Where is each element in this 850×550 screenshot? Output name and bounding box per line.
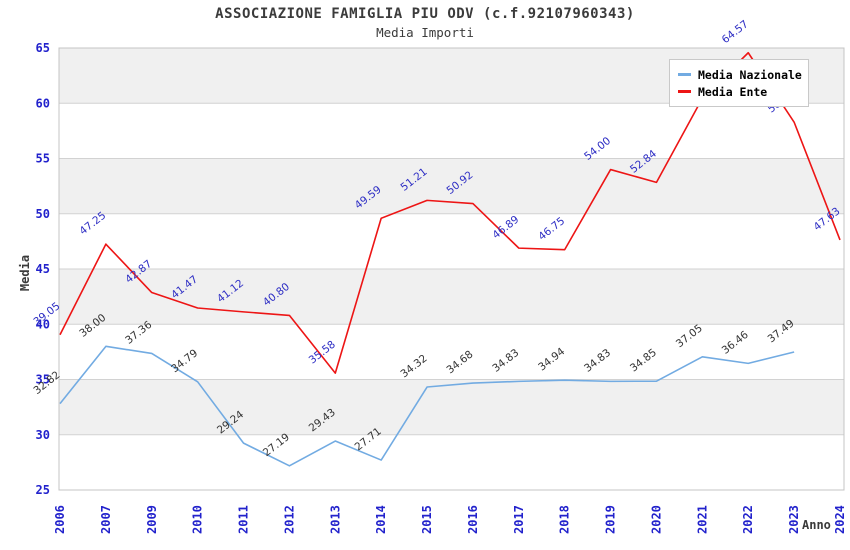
media-nazionale-line-swatch-icon [678, 73, 691, 76]
x-tick-label: 2020 [649, 505, 663, 534]
media-ente-line-swatch-icon [678, 90, 691, 93]
chart-subtitle: Media Importi [376, 25, 474, 40]
x-tick-label: 2014 [374, 505, 388, 534]
x-tick-label: 2022 [741, 505, 755, 534]
data-point-label: 34.83 [490, 347, 521, 375]
x-tick-label: 2016 [466, 505, 480, 534]
data-point-label: 36.46 [720, 329, 751, 357]
y-tick-label: 40 [36, 317, 50, 331]
x-tick-label: 2021 [695, 505, 709, 534]
series-line-media-nazionale [59, 345, 795, 467]
y-tick-label: 50 [36, 207, 50, 221]
x-tick-label: 2017 [512, 505, 526, 534]
x-tick-label: 2023 [787, 505, 801, 534]
legend-item-media-ente: Media Ente [678, 84, 808, 99]
x-tick-label: 2009 [145, 505, 159, 534]
y-tick-label: 25 [36, 483, 50, 497]
y-tick-label: 55 [36, 152, 50, 166]
x-tick-label: 2012 [282, 505, 296, 534]
legend-label-media-nazionale: Media Nazionale [698, 67, 802, 82]
data-point-label: 27.19 [261, 431, 292, 459]
legend-label-media-ente: Media Ente [698, 84, 768, 99]
x-tick-label: 2019 [604, 505, 618, 534]
x-tick-label: 2013 [328, 505, 342, 534]
data-point-label: 34.83 [582, 347, 613, 375]
x-tick-label: 2018 [558, 505, 572, 534]
plot-border [58, 47, 845, 491]
y-tick-label: 60 [36, 96, 50, 110]
legend-item-media-nazionale: Media Nazionale [678, 67, 808, 82]
data-point-label: 46.89 [490, 214, 521, 242]
data-point-label: 34.94 [536, 345, 567, 373]
data-point-label: 34.79 [169, 347, 200, 375]
chart-title: ASSOCIAZIONE FAMIGLIA PIU ODV (c.f.92107… [215, 6, 635, 22]
data-point-label: 37.05 [674, 322, 705, 350]
plot-band [59, 379, 844, 435]
data-point-label: 34.32 [399, 352, 430, 380]
x-tick-label: 2007 [99, 505, 113, 534]
data-point-label: 34.68 [444, 348, 475, 376]
x-tick-label: 2024 [833, 505, 847, 534]
x-axis-label: Anno [802, 518, 831, 532]
y-tick-label: 65 [36, 41, 50, 55]
y-tick-label: 30 [36, 428, 50, 442]
y-tick-label: 45 [36, 262, 50, 276]
plot-band [59, 158, 844, 214]
data-point-label: 34.85 [628, 347, 659, 375]
data-point-label: 46.75 [536, 215, 567, 243]
plot-band [59, 269, 844, 325]
y-tick-label: 35 [36, 373, 50, 387]
x-tick-label: 2015 [420, 505, 434, 534]
y-axis-label: Media [18, 254, 32, 292]
x-tick-label: 2011 [237, 505, 251, 534]
x-tick-label: 2006 [53, 505, 67, 534]
x-tick-label: 2010 [191, 505, 205, 534]
legend: Media Nazionale Media Ente [669, 59, 809, 107]
